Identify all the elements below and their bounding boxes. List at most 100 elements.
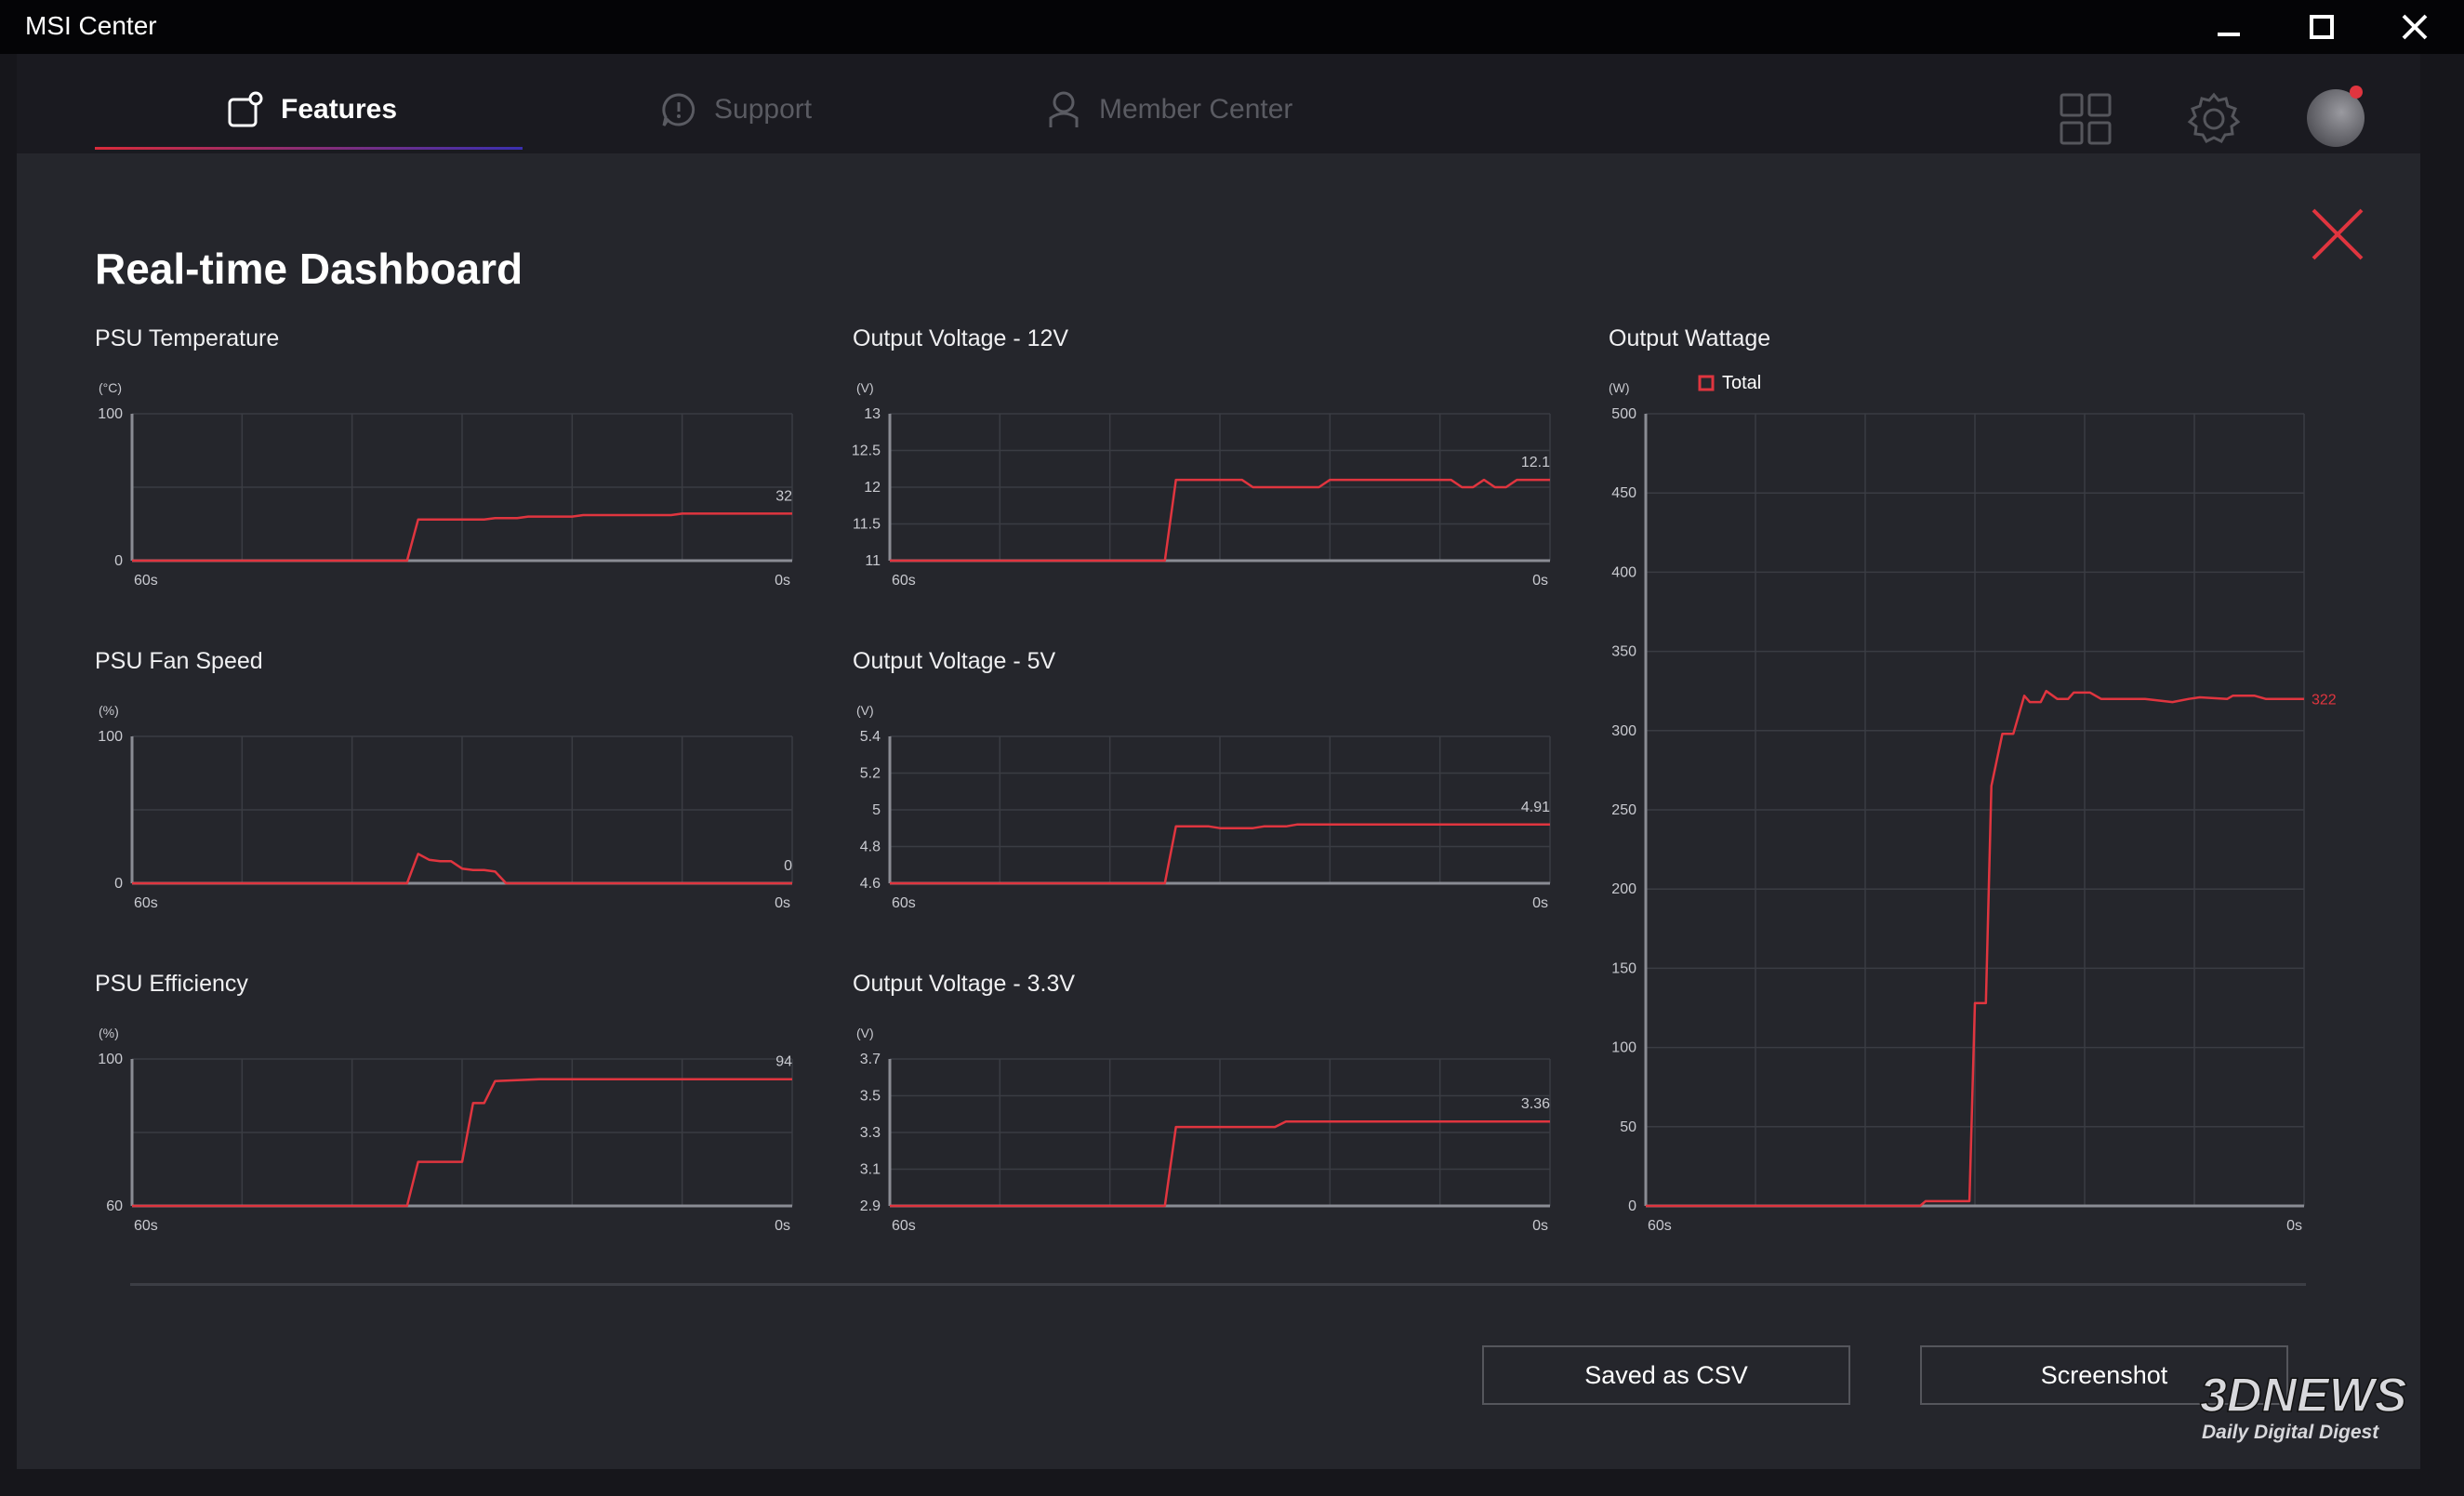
y-tick-label: 5.4: [860, 729, 881, 745]
y-tick-label: 150: [1611, 960, 1636, 976]
series-line: [890, 478, 1550, 563]
tab-support[interactable]: Support: [660, 82, 812, 138]
title-bar: MSI Center: [0, 0, 2464, 54]
series-line: [890, 823, 1550, 885]
chart-title-output-voltage-12v: Output Voltage - 12V: [853, 325, 1069, 351]
watermark-brand: 3DNEWS: [2200, 1369, 2407, 1423]
support-icon: [662, 93, 695, 126]
avatar[interactable]: [2307, 86, 2365, 147]
y-tick-label: 50: [1620, 1119, 1636, 1135]
y-tick-label: 60: [106, 1198, 123, 1214]
maximize-button[interactable]: [2275, 0, 2368, 54]
unit-label: (%): [99, 703, 119, 718]
x-tick-label: 60s: [134, 1218, 158, 1234]
chart-output-wattage: 0 50 100 150 200 250 300 350 400 450 500 (W) 60s 0s 32…: [1609, 373, 2337, 1234]
y-tick-label: 300: [1611, 723, 1636, 739]
series-line: [1646, 689, 2304, 1208]
unit-label: (V): [856, 1026, 874, 1040]
y-tick-label: 2.9: [860, 1198, 881, 1214]
series-line: [132, 1078, 792, 1208]
y-tick-label: 100: [98, 1052, 123, 1067]
current-value-label: 12.1: [1521, 455, 1550, 470]
watermark-tagline: Daily Digital Digest: [2202, 1422, 2379, 1443]
chart-psu-temperature: 0 100 (°C) 60s 0s 32: [98, 380, 793, 589]
series-line: [890, 1119, 1550, 1208]
x-tick-label: 60s: [134, 573, 158, 589]
y-tick-label: 0: [114, 876, 123, 892]
close-icon: [2402, 14, 2428, 40]
nav-bar: Features Support Member Center: [17, 54, 2420, 153]
unit-label: (V): [856, 703, 874, 718]
tab-features-label: Features: [281, 94, 398, 125]
minimize-button[interactable]: [2182, 0, 2275, 54]
chart-title-psu-temperature: PSU Temperature: [95, 325, 280, 351]
member-icon: [1049, 91, 1079, 127]
chart-psu-efficiency: 60 100 (%) 60s 0s 94: [98, 1026, 793, 1234]
screenshot-button[interactable]: Screenshot: [1920, 1345, 2288, 1405]
close-dashboard-button[interactable]: [2310, 206, 2365, 262]
save-csv-button[interactable]: Saved as CSV: [1482, 1345, 1850, 1405]
y-tick-label: 3.7: [860, 1052, 881, 1067]
y-tick-label: 0: [1628, 1198, 1636, 1214]
x-tick-label: 60s: [134, 895, 158, 911]
page-title: Real-time Dashboard: [95, 245, 523, 293]
x-tick-label: 0s: [775, 895, 790, 911]
dashboard-panel: [17, 153, 2420, 1469]
chart-title-psu-fan-speed: PSU Fan Speed: [95, 648, 263, 674]
series-line: [132, 512, 792, 563]
tab-member-center-label: Member Center: [1099, 94, 1293, 125]
y-tick-label: 5: [872, 802, 881, 818]
tab-member-center[interactable]: Member Center: [1045, 82, 1292, 138]
unit-label: (%): [99, 1026, 119, 1040]
chart-output-voltage-5v: 4.6 4.8 5 5.2 5.4 (V) 60s 0s 4.91: [856, 703, 1551, 911]
y-tick-label: 12.5: [852, 444, 881, 459]
current-value-label: 322: [2312, 693, 2337, 708]
x-tick-label: 0s: [775, 1218, 790, 1234]
maximize-icon: [2310, 15, 2334, 39]
gear-icon[interactable]: [2186, 91, 2242, 147]
active-tab-indicator: [95, 147, 523, 150]
y-tick-label: 3.5: [860, 1089, 881, 1105]
chart-output-voltage-3-3v: 2.9 3.1 3.3 3.5 3.7 (V) 60s 0s 3.36: [856, 1026, 1551, 1234]
minimize-icon: [2218, 33, 2240, 36]
current-value-label: 3.36: [1521, 1096, 1550, 1112]
legend-marker: [1698, 375, 1715, 391]
chart-title-output-voltage-5v: Output Voltage - 5V: [853, 648, 1056, 674]
features-icon: [228, 91, 263, 127]
x-tick-label: 60s: [892, 573, 916, 589]
chart-psu-fan-speed: 0 100 (%) 60s 0s 0: [98, 703, 793, 911]
y-tick-label: 12: [864, 480, 881, 496]
tab-features[interactable]: Features: [227, 82, 397, 138]
divider: [130, 1283, 2306, 1286]
x-tick-label: 0s: [1532, 895, 1548, 911]
chart-output-voltage-12v: 11 11.5 12 12.5 13 (V) 60s 0s 12.1: [852, 380, 1551, 589]
x-tick-label: 60s: [892, 895, 916, 911]
y-tick-label: 100: [98, 406, 123, 422]
current-value-label: 94: [775, 1054, 792, 1070]
unit-label: (°C): [99, 380, 122, 395]
current-value-label: 4.91: [1521, 800, 1550, 815]
chart-title-output-wattage: Output Wattage: [1609, 325, 1771, 351]
x-tick-label: 60s: [892, 1218, 916, 1234]
notification-dot: [2350, 86, 2363, 99]
y-tick-label: 100: [98, 729, 123, 745]
x-tick-label: 0s: [1532, 573, 1548, 589]
y-tick-label: 4.8: [860, 840, 881, 855]
close-window-button[interactable]: [2368, 0, 2461, 54]
y-tick-label: 200: [1611, 881, 1636, 897]
y-tick-label: 11.5: [853, 517, 881, 533]
watermark-logo: 3DNEWS Daily Digital Digest: [2199, 1368, 2407, 1443]
current-value-label: 32: [775, 488, 792, 504]
grid-apps-icon[interactable]: [2060, 93, 2112, 145]
y-tick-label: 4.6: [860, 876, 881, 892]
x-tick-label: 0s: [775, 573, 790, 589]
chart-title-output-voltage-3-3v: Output Voltage - 3.3V: [853, 971, 1076, 997]
y-tick-label: 3.1: [860, 1162, 881, 1178]
current-value-label: 0: [784, 858, 792, 874]
y-tick-label: 11: [865, 553, 881, 569]
y-tick-label: 450: [1611, 485, 1636, 501]
y-tick-label: 500: [1611, 406, 1636, 422]
y-tick-label: 5.2: [860, 766, 881, 782]
tab-support-label: Support: [714, 94, 813, 125]
y-tick-label: 350: [1611, 644, 1636, 660]
